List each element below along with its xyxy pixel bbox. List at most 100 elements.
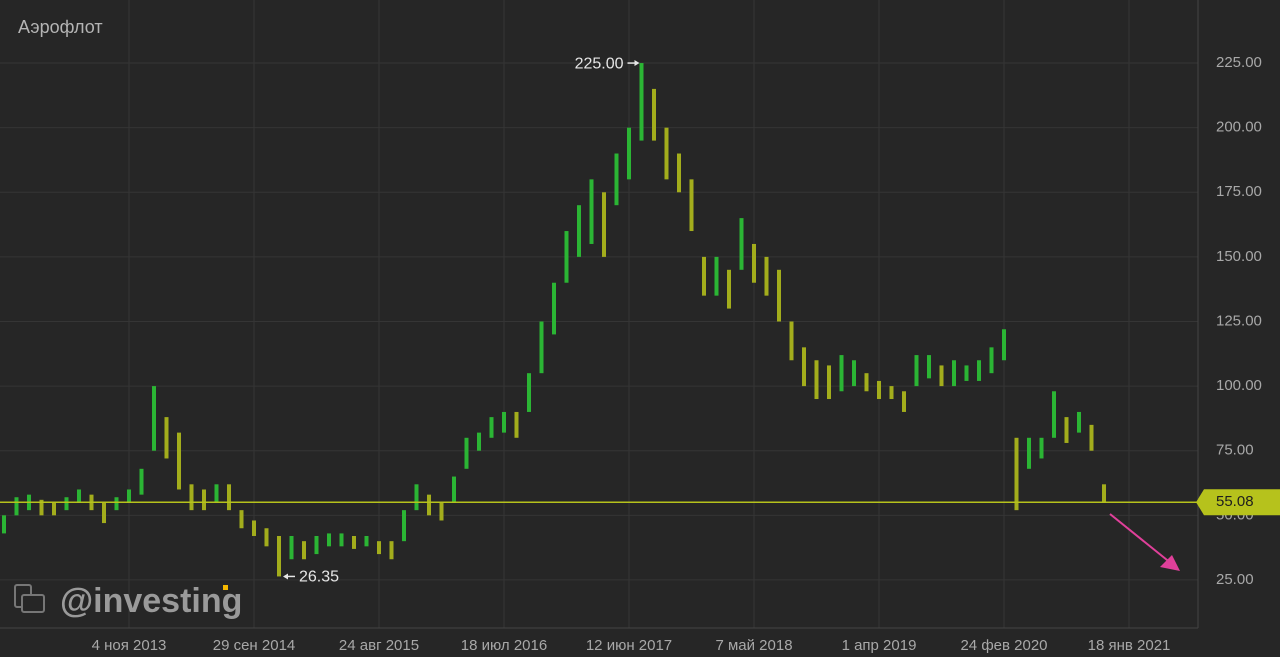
price-bar [339, 533, 344, 547]
y-tick-label: 125.00 [1216, 312, 1262, 329]
price-bar [164, 417, 169, 459]
price-bar [802, 347, 806, 387]
price-bar [464, 437, 469, 469]
price-bar [664, 127, 669, 180]
x-tick-label: 1 апр 2019 [842, 637, 917, 654]
x-tick-label: 24 фев 2020 [960, 637, 1047, 654]
bars [2, 63, 1106, 577]
price-bar [1027, 437, 1031, 469]
price-bar [1052, 391, 1056, 438]
price-bar [77, 489, 81, 503]
y-tick-label: 150.00 [1216, 248, 1262, 265]
price-bar [452, 476, 456, 503]
price-bar [627, 127, 631, 180]
y-tick-label: 100.00 [1216, 377, 1262, 394]
y-tick-label: 25.00 [1216, 571, 1254, 588]
price-bar [789, 321, 794, 361]
price-bar [552, 282, 556, 335]
price-bar [314, 535, 319, 555]
price-bar [527, 373, 531, 412]
price-bar [577, 205, 581, 257]
price-bar [839, 355, 844, 392]
x-tick-label: 7 май 2018 [715, 637, 792, 654]
price-bar [377, 541, 381, 555]
price-bar [877, 380, 881, 400]
x-tick-label: 12 июн 2017 [586, 637, 672, 654]
price-bar [152, 386, 156, 451]
price-bar [264, 528, 269, 547]
price-bar [277, 535, 281, 577]
price-bar [752, 243, 756, 283]
price-bar [889, 386, 894, 400]
price-bar [239, 510, 244, 529]
last-price-label: 55.08 [1216, 493, 1254, 510]
price-bar [764, 256, 769, 296]
price-bar [689, 179, 694, 232]
price-bar [852, 360, 856, 387]
price-bar [652, 88, 656, 141]
chart-title: Аэрофлот [18, 17, 103, 37]
price-bar [827, 365, 831, 400]
trend-arrow [1109, 513, 1180, 571]
price-bar [364, 535, 369, 547]
price-bar [489, 417, 494, 438]
price-bar [327, 533, 331, 547]
price-bar [477, 432, 481, 451]
price-bar [739, 218, 744, 270]
price-bar [39, 499, 44, 516]
price-bar [252, 520, 256, 536]
annotation-label: 26.35 [299, 569, 339, 586]
price-bar [439, 502, 444, 521]
price-bar [302, 541, 306, 560]
x-tick-label: 24 авг 2015 [339, 637, 419, 654]
price-bar [564, 231, 569, 283]
price-bar [502, 411, 506, 433]
y-tick-label: 75.00 [1216, 442, 1254, 459]
price-bar [939, 365, 944, 387]
price-bar [102, 502, 106, 524]
price-bar [614, 153, 619, 206]
y-tick-label: 175.00 [1216, 183, 1262, 200]
price-bar [427, 494, 431, 516]
price-bar [402, 510, 406, 542]
price-bar [814, 360, 819, 400]
x-tick-label: 18 июл 2016 [461, 637, 547, 654]
price-bar [914, 355, 919, 387]
price-bar [352, 535, 356, 549]
x-tick-label: 4 ноя 2013 [92, 637, 167, 654]
price-bar [602, 192, 606, 257]
price-bar [639, 63, 644, 141]
price-bar [864, 373, 869, 392]
price-bar [677, 153, 681, 193]
annotation-arrowhead [634, 60, 640, 67]
price-bar [1002, 329, 1006, 361]
price-bar [1089, 424, 1094, 451]
x-tick-label: 29 сен 2014 [213, 637, 296, 654]
price-bar [189, 484, 194, 511]
price-bar [589, 179, 594, 244]
price-bar [52, 502, 56, 516]
watermark-icon [14, 584, 45, 613]
price-bar [1077, 411, 1081, 433]
price-bar [114, 497, 119, 511]
price-bar [214, 484, 219, 503]
price-bar [964, 365, 969, 381]
y-tick-label: 225.00 [1216, 54, 1262, 71]
price-bar [14, 497, 19, 516]
price-bar [414, 484, 419, 511]
price-bar [927, 355, 931, 379]
price-bar [389, 541, 394, 560]
price-bar [727, 269, 731, 309]
watermark: @investing [60, 582, 242, 620]
price-bar [127, 489, 131, 503]
y-tick-label: 200.00 [1216, 119, 1262, 136]
price-bar [2, 515, 6, 534]
price-bar [1064, 417, 1069, 443]
price-bar [1014, 437, 1019, 511]
annotation-label: 225.00 [575, 55, 624, 72]
annotation-arrowhead [283, 573, 288, 580]
price-bar [177, 432, 181, 490]
price-bar [777, 269, 781, 322]
price-bar [514, 411, 519, 438]
